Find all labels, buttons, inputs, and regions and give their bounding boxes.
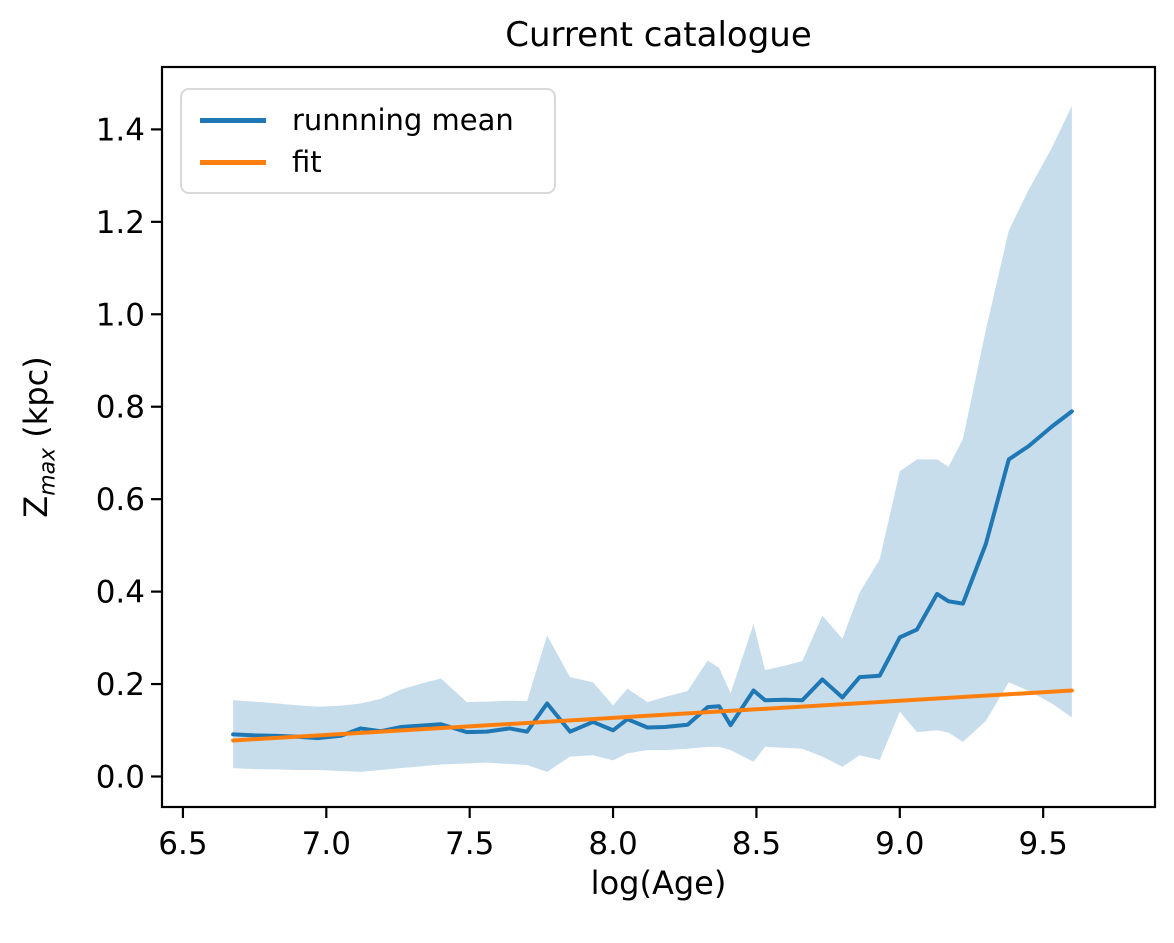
legend-label-fit: fit	[292, 145, 322, 179]
running-mean-line-swatch	[200, 117, 266, 123]
y-tick-label: 1.2	[96, 205, 145, 241]
x-tick-label: 9.0	[875, 826, 924, 862]
legend: runnning mean fit	[180, 88, 556, 194]
y-tick-label: 0.0	[96, 759, 145, 795]
y-axis-label: Zmax (kpc)	[17, 356, 60, 518]
x-tick-label: 7.0	[302, 826, 351, 862]
x-axis-label: log(Age)	[590, 864, 727, 902]
x-tick-label: 8.0	[588, 826, 637, 862]
y-axis-label-subscript: max	[35, 447, 61, 496]
y-axis-label-base: Z	[17, 495, 55, 518]
y-tick-label: 0.4	[96, 575, 145, 611]
x-tick-label: 7.5	[445, 826, 494, 862]
y-tick-label: 1.4	[96, 112, 145, 148]
y-tick-label: 0.2	[96, 667, 145, 703]
legend-entry-fit: fit	[200, 141, 536, 183]
std-band-area	[233, 105, 1072, 772]
plot-title: Current catalogue	[505, 15, 812, 55]
y-tick-label: 1.0	[96, 297, 145, 333]
y-tick-label: 0.8	[96, 390, 145, 426]
x-tick-label: 9.5	[1019, 826, 1068, 862]
legend-entry-running-mean: runnning mean	[200, 99, 536, 141]
legend-label-running-mean: runnning mean	[292, 103, 514, 137]
x-tick-label: 6.5	[158, 826, 207, 862]
fit-line	[231, 688, 1074, 743]
x-tick-label: 8.5	[732, 826, 781, 862]
fit-line-swatch	[200, 159, 266, 165]
y-axis-label-unit: (kpc)	[17, 356, 55, 448]
axes-spines	[160, 65, 1157, 809]
y-tick-label: 0.6	[96, 482, 145, 518]
